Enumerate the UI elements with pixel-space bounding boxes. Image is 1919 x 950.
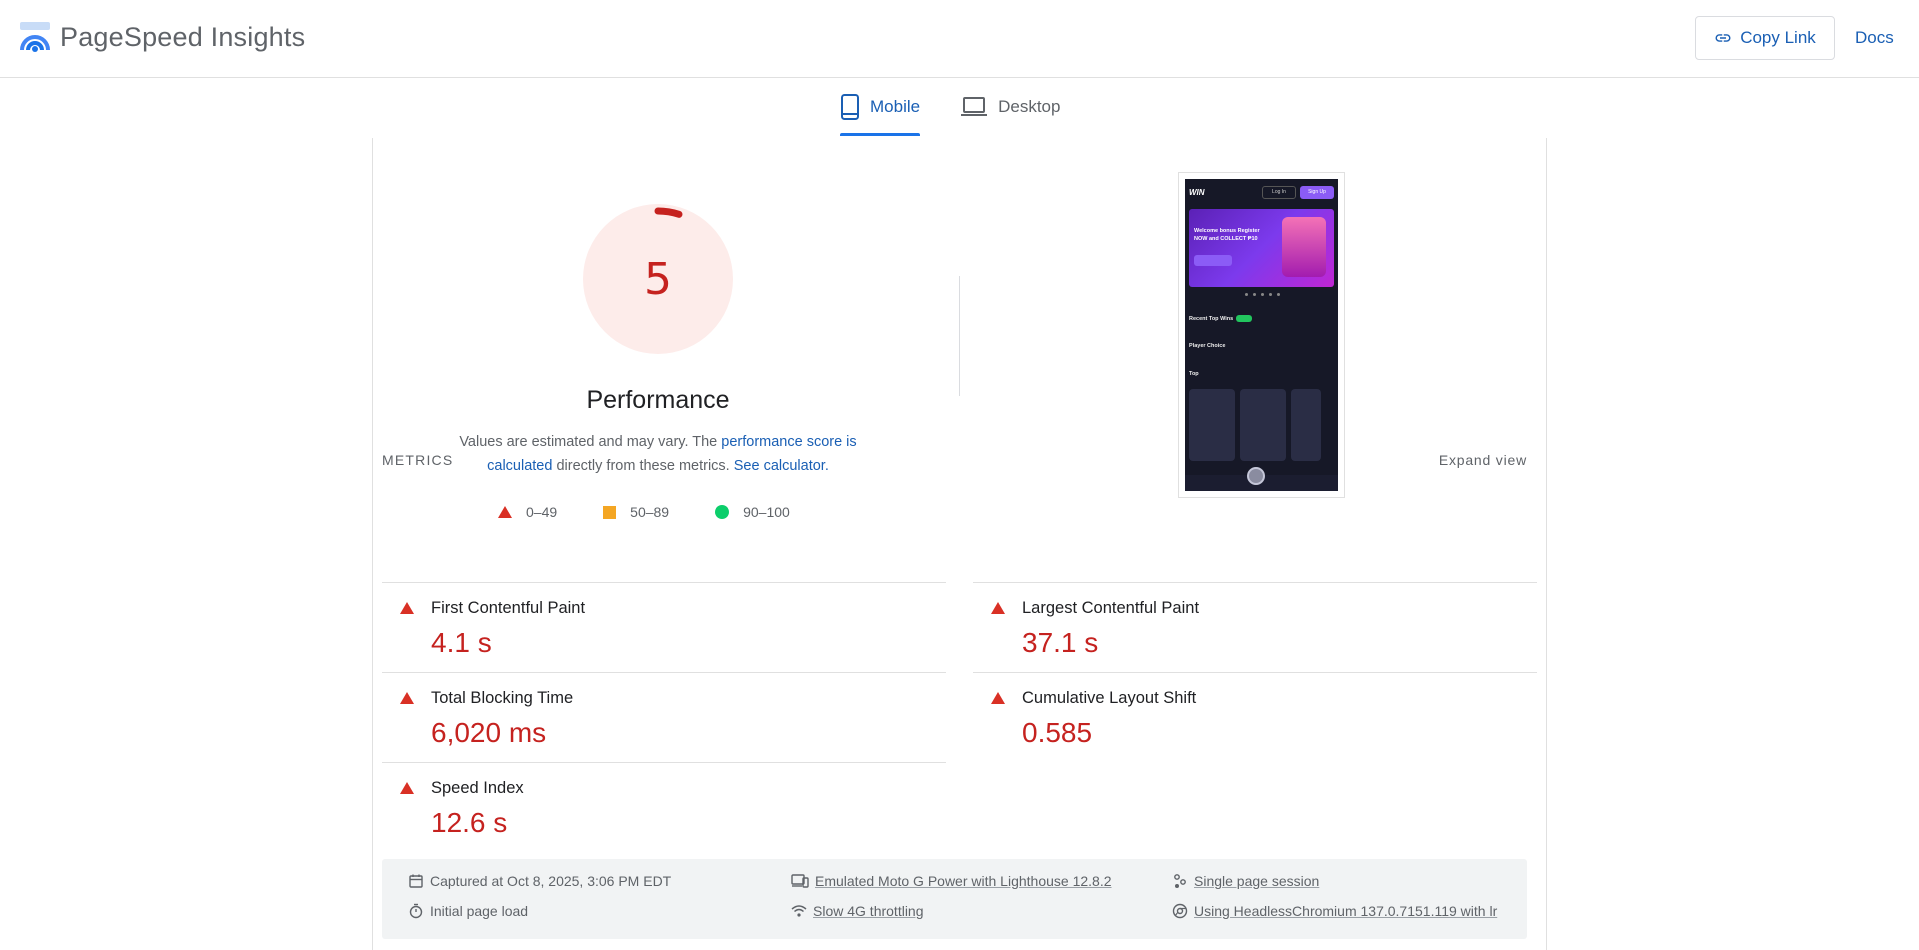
metric-name: First Contentful Paint: [431, 599, 586, 617]
browser-text: Using HeadlessChromium 137.0.7151.119 wi…: [1194, 903, 1498, 919]
copy-link-button[interactable]: Copy Link: [1695, 16, 1835, 60]
pagespeed-logo-icon: [20, 22, 50, 52]
performance-note: Values are estimated and may vary. The p…: [433, 430, 883, 478]
metric-name: Speed Index: [431, 779, 524, 797]
docs-link[interactable]: Docs: [1855, 28, 1894, 47]
fail-triangle-icon: [991, 692, 1005, 704]
metric-tbt: Total Blocking Time 6,020 ms: [382, 672, 946, 762]
session-text: Single page session: [1194, 873, 1320, 889]
device-text: Emulated Moto G Power with Lighthouse 12…: [815, 873, 1112, 889]
screenshot-header: WIN Log In Sign Up: [1189, 183, 1334, 201]
metric-value: 6,020 ms: [431, 717, 547, 748]
metric-fcp: First Contentful Paint 4.1 s: [382, 582, 946, 672]
legend-pass-label: 90–100: [743, 504, 790, 520]
gauge-progress: [586, 207, 730, 351]
metric-value: 4.1 s: [431, 627, 492, 658]
fail-triangle-icon: [400, 602, 414, 614]
captured-info: Captured at Oct 8, 2025, 3:06 PM EDT: [408, 873, 671, 889]
see-calculator-link[interactable]: See calculator.: [733, 458, 829, 474]
screenshot-logo: WIN: [1189, 187, 1205, 197]
throttling-text: Slow 4G throttling: [813, 903, 924, 919]
app-name: PageSpeed Insights: [60, 21, 306, 52]
device-info[interactable]: Emulated Moto G Power with Lighthouse 12…: [791, 873, 1112, 889]
tab-mobile-label: Mobile: [870, 97, 921, 116]
legend-pass: 90–100: [715, 504, 790, 520]
brand[interactable]: PageSpeed Insights: [18, 20, 305, 54]
legend-average-label: 50–89: [630, 504, 670, 520]
metric-name: Largest Contentful Paint: [1022, 599, 1200, 617]
browser-info[interactable]: Using HeadlessChromium 137.0.7151.119 wi…: [1172, 903, 1517, 919]
legend-fail: 0–49: [498, 504, 557, 520]
tab-desktop[interactable]: Desktop: [960, 88, 1060, 136]
legend-fail-label: 0–49: [526, 504, 558, 520]
metric-lcp: Largest Contentful Paint 37.1 s: [973, 582, 1537, 672]
screenshot-claim-button: [1194, 255, 1232, 266]
note-middle: directly from these metrics.: [552, 458, 734, 474]
screenshot-login: Log In: [1262, 185, 1296, 199]
metric-name: Cumulative Layout Shift: [1022, 689, 1197, 707]
screenshot-section-top: Top: [1189, 371, 1199, 377]
laptop-icon: [961, 97, 988, 116]
metric-cls: Cumulative Layout Shift 0.585: [973, 672, 1537, 762]
metrics-label: METRICS: [382, 452, 454, 468]
top-bar: PageSpeed Insights Copy Link Docs: [0, 0, 1919, 78]
gauge-background: [583, 204, 733, 354]
note-prefix: Values are estimated and may vary. The: [459, 434, 722, 450]
timer-icon: [409, 903, 423, 919]
fail-triangle-icon: [400, 782, 414, 794]
metric-si: Speed Index 12.6 s: [382, 762, 946, 852]
wifi-icon: [791, 905, 807, 917]
tab-mobile[interactable]: Mobile: [840, 88, 921, 136]
session-icon: [1174, 874, 1186, 888]
screenshot-signup: Sign Up: [1300, 185, 1334, 199]
screenshot-section-wins: Recent Top Wins: [1189, 315, 1253, 322]
captured-text: Captured at Oct 8, 2025, 3:06 PM EDT: [430, 873, 672, 889]
metric-name: Total Blocking Time: [431, 689, 574, 707]
run-info-box: Captured at Oct 8, 2025, 3:06 PM EDT Ini…: [382, 859, 1527, 939]
metric-value: 12.6 s: [431, 807, 508, 838]
fail-triangle-icon: [400, 692, 414, 704]
legend-average: 50–89: [603, 504, 669, 520]
metric-value: 0.585: [1022, 717, 1093, 748]
initial-load-text: Initial page load: [430, 903, 529, 919]
performance-title: Performance: [586, 386, 730, 414]
screenshot-banner-text: Welcome bonus Register NOW and COLLECT ₱…: [1194, 228, 1260, 242]
screenshot-game-cards: [1189, 389, 1321, 461]
triangle-icon: [498, 506, 512, 518]
chrome-icon: [1172, 903, 1188, 919]
square-icon: [603, 505, 617, 519]
final-screenshot: WIN Log In Sign Up Welcome bonus Registe…: [1178, 172, 1345, 498]
circle-icon: [715, 505, 730, 519]
metric-value: 37.1 s: [1022, 627, 1099, 658]
session-info[interactable]: Single page session: [1172, 873, 1319, 889]
performance-score: 5: [644, 253, 672, 305]
screenshot-banner: Welcome bonus Register NOW and COLLECT ₱…: [1189, 209, 1334, 287]
screenshot-slot-art: [1282, 217, 1326, 277]
devices-icon: [791, 874, 809, 888]
screenshot-avatar: [1247, 467, 1265, 485]
link-icon: [1715, 34, 1731, 42]
score-legend: 0–49 50–89 90–100: [498, 504, 790, 520]
smartphone-icon: [841, 94, 859, 120]
divider: [959, 276, 960, 396]
tab-desktop-label: Desktop: [998, 97, 1061, 116]
screenshot-section-choice: Player Choice: [1189, 343, 1226, 349]
device-tabs: Mobile Desktop: [840, 88, 1060, 136]
screenshot-carousel-dots: [1245, 293, 1280, 296]
expand-view-toggle[interactable]: Expand view: [1438, 452, 1527, 468]
throttling-info[interactable]: Slow 4G throttling: [791, 903, 924, 919]
gauge-arc: [586, 207, 730, 351]
fail-triangle-icon: [991, 602, 1005, 614]
screenshot-image: WIN Log In Sign Up Welcome bonus Registe…: [1185, 179, 1338, 491]
performance-score-link[interactable]: performance score is calculated: [487, 434, 857, 474]
initial-load-info: Initial page load: [408, 903, 528, 919]
screenshot-auth: Log In Sign Up: [1262, 185, 1334, 199]
copy-link-label: Copy Link: [1740, 28, 1816, 47]
report-panel: 5 Performance Values are estimated and m…: [372, 138, 1547, 950]
calendar-icon: [409, 874, 423, 888]
performance-gauge: 5: [583, 204, 733, 354]
